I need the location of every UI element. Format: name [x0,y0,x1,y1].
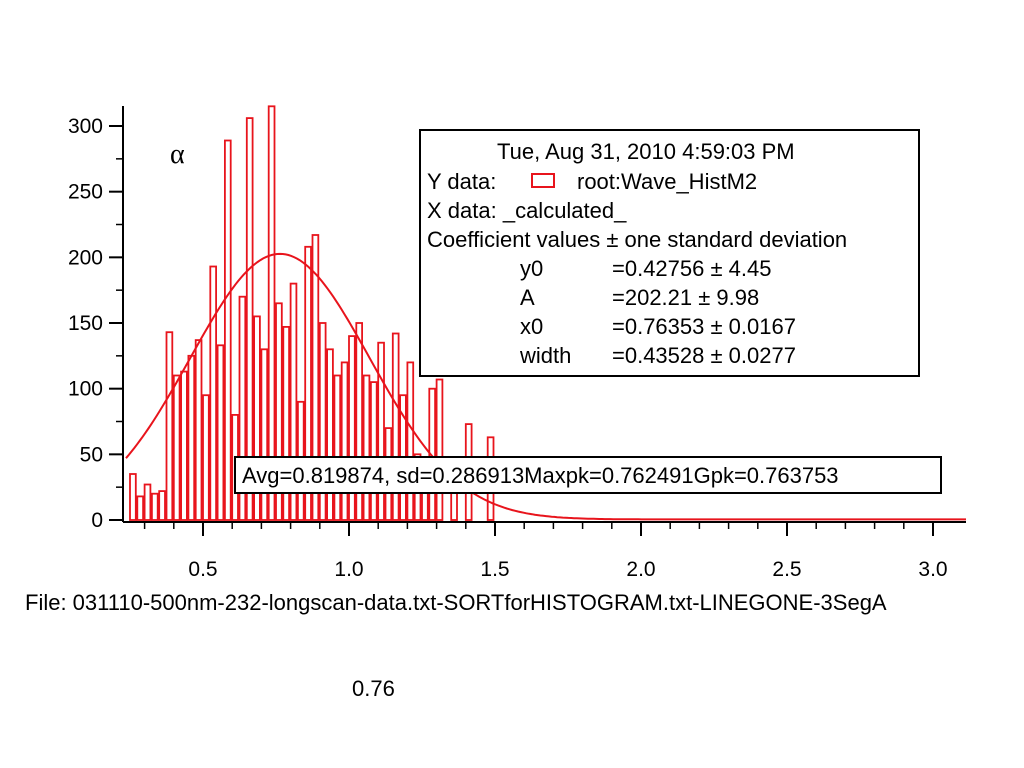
histogram-bar [143,483,152,521]
x-tick-label: 2.0 [626,558,655,581]
histogram-bar [333,374,342,521]
histogram-bar [216,344,225,521]
x-tick-label: 1.5 [480,558,509,581]
stats-box-frame [234,456,942,494]
coefficient-header: Coefficient values ± one standard deviat… [427,227,847,252]
histogram-bar [289,282,298,521]
histogram-bar [318,322,327,521]
histogram-bar [355,322,363,521]
histogram-bar [172,374,181,521]
x-tick-label: 0.5 [188,558,217,581]
histogram-bar [194,339,203,521]
histogram-bar [275,302,283,521]
histogram-bar [260,348,269,521]
y-tick-label: 150 [68,312,103,335]
y-tick-label: 250 [68,181,103,204]
histogram-bar [158,490,166,521]
coef-value-y0: =0.42756 ± 4.45 [612,256,772,281]
histogram-bar [369,381,378,521]
histogram-bar [223,139,232,521]
y-tick-label: 200 [68,246,103,269]
y-tick-label: 100 [68,378,103,401]
histogram-bar [238,295,247,521]
histogram-bar [253,315,261,521]
x-data-line: X data: _calculated_ [427,198,627,223]
y-axis-ticks: 0 50 100 150 200 250 300 [68,115,123,532]
histogram-bar [150,492,159,521]
y-data-legend-swatch [531,173,555,188]
histogram-bar [245,117,254,521]
histogram-bar [340,361,349,521]
coef-name-x0: x0 [520,314,543,339]
histogram-bar [348,335,356,521]
histogram-bar [377,341,385,521]
histogram-bar [428,387,436,521]
coef-value-a: =202.21 ± 9.98 [612,285,759,310]
y-tick-label: 50 [80,443,103,466]
histogram-bar [406,361,415,521]
cursor-value: 0.76 [352,676,395,701]
y-data-label: Y data: [427,169,496,194]
histogram-bar [304,245,312,521]
gaussian-fit-curve [125,252,966,521]
histogram-bar [187,354,196,521]
histogram-bar [391,332,400,521]
y-data-value: root:Wave_HistM2 [577,169,757,194]
axes [122,106,966,523]
histogram-bar [435,378,444,521]
histogram-bar [311,234,320,521]
file-name-caption: File: 031110-500nm-232-longscan-data.txt… [25,590,887,615]
greek-alpha-label: α [170,139,185,170]
histogram-bar [362,374,371,521]
histogram-bar [209,265,218,521]
coef-value-x0: =0.76353 ± 0.0167 [612,314,796,339]
fit-info-box-frame [419,129,920,377]
histogram-bar [267,105,276,521]
histogram-bar [136,495,145,521]
histogram-bar [326,348,334,521]
coef-name-y0: y0 [520,256,543,281]
coef-name-a: A [520,285,535,310]
coef-name-width: width [519,343,571,368]
fit-timestamp: Tue, Aug 31, 2010 4:59:03 PM [497,139,795,164]
histogram-bar [282,325,290,521]
histogram-bar [180,370,188,521]
stats-text: Avg=0.819874, sd=0.286913Maxpk=0.762491G… [242,463,839,488]
histogram-bar [202,394,210,521]
y-tick-label: 0 [91,509,103,532]
x-tick-label: 1.0 [334,558,363,581]
x-tick-label: 2.5 [772,558,801,581]
coef-value-width: =0.43528 ± 0.0277 [612,343,796,368]
histogram-bar [129,473,137,521]
histogram-bar [165,331,174,521]
y-tick-label: 300 [68,115,103,138]
stats-box: Avg=0.819874, sd=0.286913Maxpk=0.762491G… [234,456,942,494]
fit-info-box: Tue, Aug 31, 2010 4:59:03 PM Y data: roo… [419,129,920,377]
x-tick-label: 3.0 [918,558,947,581]
x-axis-ticks: 0.5 1.0 1.5 2.0 2.5 3.0 [143,522,948,581]
